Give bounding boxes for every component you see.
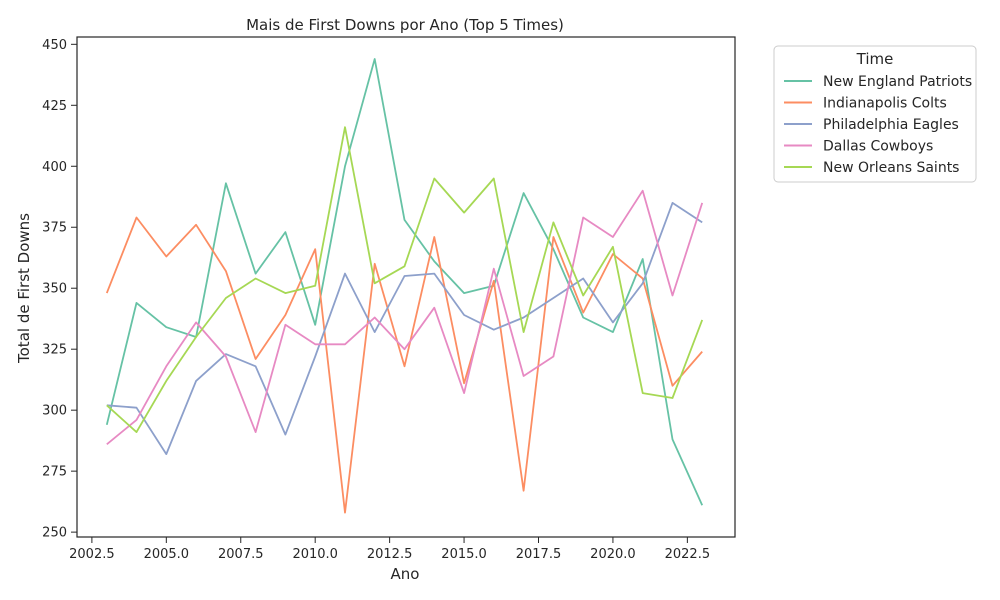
x-tick-label: 2015.0 — [441, 547, 487, 562]
legend-title: Time — [856, 50, 894, 68]
y-tick-label: 450 — [42, 38, 67, 53]
chart-title: Mais de First Downs por Ano (Top 5 Times… — [246, 16, 564, 34]
x-tick-label: 2020.0 — [590, 547, 636, 562]
x-tick-label: 2017.5 — [516, 547, 562, 562]
legend-label-new-england-patriots: New England Patriots — [823, 74, 972, 90]
legend-items: New England Patriots Indianapolis Colts Ph… — [784, 74, 972, 176]
legend-label-dallas-cowboys: Dallas Cowboys — [823, 139, 933, 155]
x-axis: 2002.5 2005.0 2007.5 2010.0 2012.5 2015.0 2017… — [69, 537, 710, 562]
plot-frame — [76, 36, 736, 538]
series-line-philadelphia-eagles — [106, 201, 703, 456]
y-axis: 250 275 300 325 350 375 400 425 450 — [42, 38, 77, 541]
x-tick-label: 2007.5 — [218, 547, 264, 562]
y-tick-label: 300 — [42, 404, 67, 419]
x-axis-title: Ano — [391, 565, 420, 583]
x-tick-label: 2010.0 — [292, 547, 338, 562]
x-tick-label: 2022.5 — [665, 547, 711, 562]
series-lines — [105, 58, 704, 514]
y-tick-label: 400 — [42, 160, 67, 175]
x-tick-label: 2002.5 — [69, 547, 115, 562]
x-tick-label: 2012.5 — [367, 547, 413, 562]
series-line-dallas-cowboys — [106, 189, 704, 445]
y-tick-label: 325 — [42, 343, 67, 358]
legend-label-philadelphia-eagles: Philadelphia Eagles — [823, 117, 959, 133]
legend-label-indianapolis-colts: Indianapolis Colts — [823, 96, 947, 112]
y-tick-label: 350 — [42, 282, 67, 297]
legend: Time New England Patriots Indianapolis Co… — [773, 45, 977, 183]
y-tick-label: 425 — [42, 99, 67, 114]
y-axis-title: Total de First Downs — [15, 213, 33, 364]
series-line-new-orleans-saints — [106, 126, 704, 434]
y-tick-label: 275 — [42, 465, 67, 480]
y-tick-label: 250 — [42, 526, 67, 541]
legend-label-new-orleans-saints: New Orleans Saints — [823, 160, 959, 176]
y-tick-label: 375 — [42, 221, 67, 236]
series-line-indianapolis-colts — [105, 216, 703, 514]
legend-box — [773, 45, 977, 183]
x-tick-label: 2005.0 — [144, 547, 190, 562]
plot-area: 2002.5 2005.0 2007.5 2010.0 2012.5 2015.0 2017… — [42, 36, 736, 562]
series-line-new-england-patriots — [105, 58, 704, 506]
